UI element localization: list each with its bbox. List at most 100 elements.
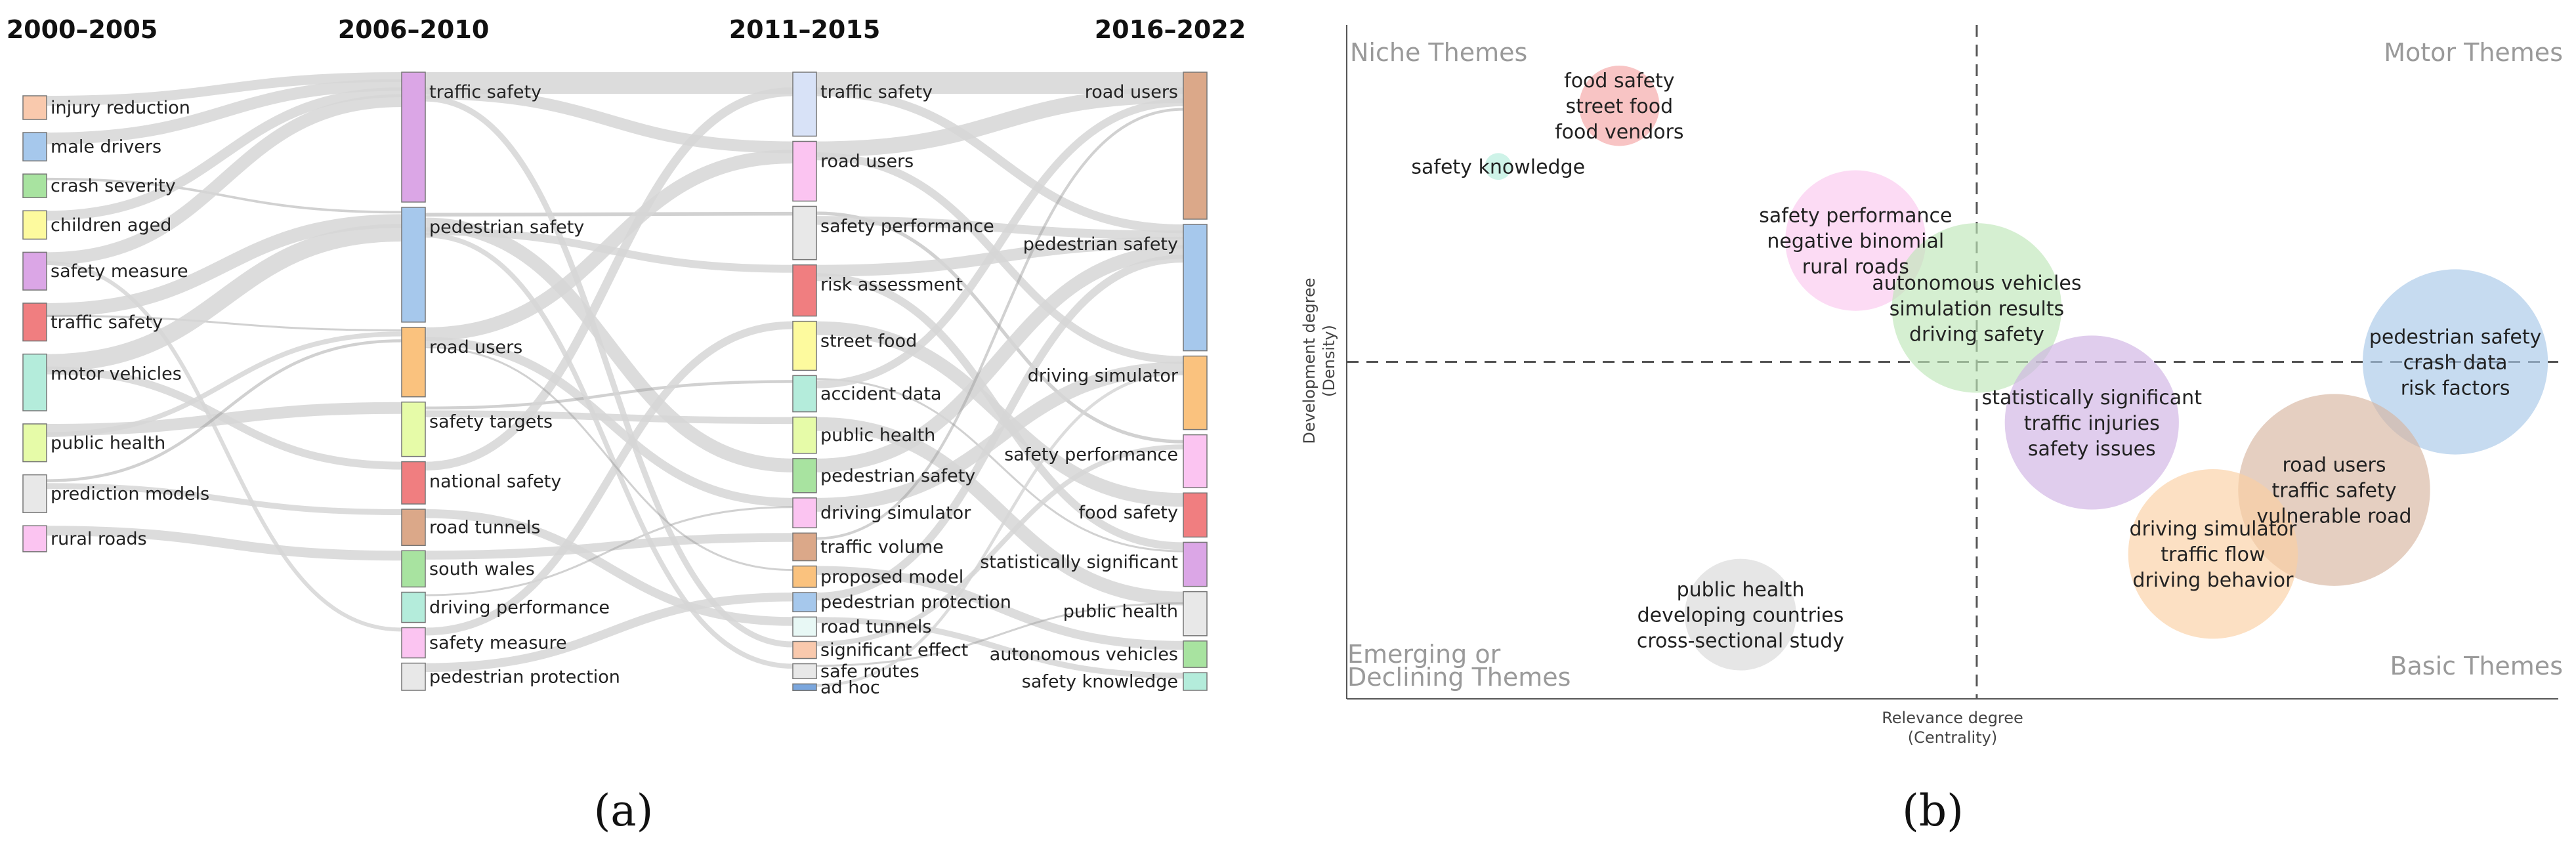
sankey-flow xyxy=(46,94,402,265)
sankey-node-label: safety measure xyxy=(429,633,567,654)
sankey-flow xyxy=(425,337,793,507)
sankey-node-label: autonomous vehicles xyxy=(990,644,1178,665)
sankey-node-traffic-safety xyxy=(401,72,426,203)
sankey-node-statistically-significant xyxy=(1183,541,1208,587)
sankey-node-proposed-model xyxy=(792,565,817,588)
bubble-label: vulnerable road xyxy=(2256,505,2411,528)
sankey-node-label: pedestrian protection xyxy=(820,593,1011,613)
sankey-node-label: injury reduction xyxy=(51,98,190,118)
sankey-node-label: proposed model xyxy=(820,567,963,587)
sankey-node-label: south wales xyxy=(429,559,535,579)
sankey-node-label: children aged xyxy=(51,215,171,236)
bubble-label: safety knowledge xyxy=(1411,156,1585,179)
sankey-flow xyxy=(46,79,402,144)
bubble-label: pedestrian safety xyxy=(2369,326,2542,349)
sankey-node-label: crash severity xyxy=(51,176,176,196)
sankey-node-label: accident data xyxy=(820,384,942,404)
sankey-node-label: safety targets xyxy=(429,412,553,432)
sankey-node-label: safety performance xyxy=(820,216,994,236)
sankey-column-title: 2016–2022 xyxy=(1095,15,1246,44)
bubble-label: road users xyxy=(2282,454,2386,477)
sankey-node-road-users xyxy=(792,140,817,202)
sankey-node-male-drivers xyxy=(22,132,47,161)
quadrant-label-niche: Niche Themes xyxy=(1350,38,1527,67)
sankey-node-label: national safety xyxy=(429,472,561,492)
bubble-statistically-significant xyxy=(2004,335,2179,510)
sankey-node-motor-vehicles xyxy=(22,353,47,411)
sankey-flow xyxy=(816,216,1184,240)
bubble-label: developing countries xyxy=(1637,604,1844,627)
sankey-node-pedestrian-protection xyxy=(401,662,426,691)
sankey-node-label: safety measure xyxy=(51,261,188,282)
sankey-column-title: 2011–2015 xyxy=(729,15,881,44)
sankey-node-label: rural roads xyxy=(51,529,147,549)
sankey-node-ad-hoc xyxy=(792,683,817,692)
sankey-node-label: pedestrian safety xyxy=(820,466,975,486)
sankey-links xyxy=(46,72,1184,687)
sankey-flow xyxy=(425,87,793,154)
sankey-flow xyxy=(46,214,402,317)
sankey-node-road-tunnels xyxy=(792,616,817,637)
sankey-flow xyxy=(46,177,402,214)
sankey-flow xyxy=(816,98,1184,388)
sankey-node-public-health xyxy=(22,423,47,463)
quadrant-label-emerging: Emerging or xyxy=(1347,640,1501,669)
sankey-flow xyxy=(425,346,793,572)
sankey-flow xyxy=(425,506,793,596)
sankey-node-label: food safety xyxy=(1078,503,1178,523)
sankey-node-injury-reduction xyxy=(22,95,47,120)
sankey-flow xyxy=(425,95,793,648)
quadrant-label-motor: Motor Themes xyxy=(2384,38,2563,67)
sankey-column-titles: 2000–2005 2006–2010 2011–2015 2016–2022 xyxy=(7,15,1246,44)
sankey-flow xyxy=(46,314,402,331)
sankey-node-children-aged xyxy=(22,210,47,240)
bubble-label: simulation results xyxy=(1890,297,2064,320)
sankey-node-label: road users xyxy=(429,337,522,358)
sankey-flow xyxy=(816,321,1184,507)
bubble-pedestrian-safety xyxy=(2362,269,2548,455)
sankey-node-safety-measure xyxy=(22,251,47,291)
sankey-flow xyxy=(816,371,1184,687)
sankey-node-label: road tunnels xyxy=(820,617,931,637)
bubble-label: traffic injuries xyxy=(2024,412,2160,435)
sankey-node-label: traffic safety xyxy=(820,82,933,102)
sankey-flow xyxy=(46,87,402,221)
sankey-flow xyxy=(425,380,793,409)
sankey-flow xyxy=(46,72,402,106)
bubble-label: traffic safety xyxy=(2271,480,2396,503)
sankey-node-label: public health xyxy=(820,425,935,446)
sankey-node-driving-performance xyxy=(401,591,426,623)
sankey-node-label: traffic safety xyxy=(51,312,163,333)
bubble-label: food vendors xyxy=(1555,121,1683,144)
sankey-node-label: pedestrian safety xyxy=(429,217,584,238)
sankey-node-label: public health xyxy=(1063,602,1178,622)
sankey-node-label: ad hoc xyxy=(820,677,880,698)
sankey-flow xyxy=(425,150,793,341)
sankey-node-label: pedestrian safety xyxy=(1023,234,1178,255)
sankey-node-road-users xyxy=(1183,72,1208,220)
sankey-node-label: driving simulator xyxy=(1028,366,1179,387)
sankey-node-label: traffic volume xyxy=(820,537,944,557)
sankey-flow xyxy=(46,526,402,561)
sankey-node-traffic-volume xyxy=(792,532,817,562)
sankey-node-label: safety knowledge xyxy=(1022,672,1178,692)
bubble-points xyxy=(1485,66,2548,671)
bubble-label: street food xyxy=(1566,95,1674,118)
sankey-node-risk-assessment xyxy=(792,264,817,317)
bubble-autonomous-vehicles xyxy=(1891,223,2062,393)
sankey-node-label: road tunnels xyxy=(429,518,540,538)
sankey-node-food-safety xyxy=(1183,492,1208,538)
sankey-node-safety-knowledge xyxy=(1183,672,1208,691)
bubble-label: safety issues xyxy=(2028,438,2156,461)
bubble-label: negative binomial xyxy=(1767,230,1944,253)
sankey-node-label: road users xyxy=(1085,82,1178,102)
sankey-node-accident-data xyxy=(792,375,817,413)
sankey-node-label: traffic safety xyxy=(429,82,541,102)
bubble-label: risk factors xyxy=(2401,377,2510,400)
bubble-label: safety performance xyxy=(1759,205,1952,228)
sankey-flow xyxy=(816,211,1184,444)
sankey-column-title: 2000–2005 xyxy=(7,15,158,44)
sankey-flow xyxy=(816,602,1184,667)
sankey-node-significant-effect xyxy=(792,640,817,659)
